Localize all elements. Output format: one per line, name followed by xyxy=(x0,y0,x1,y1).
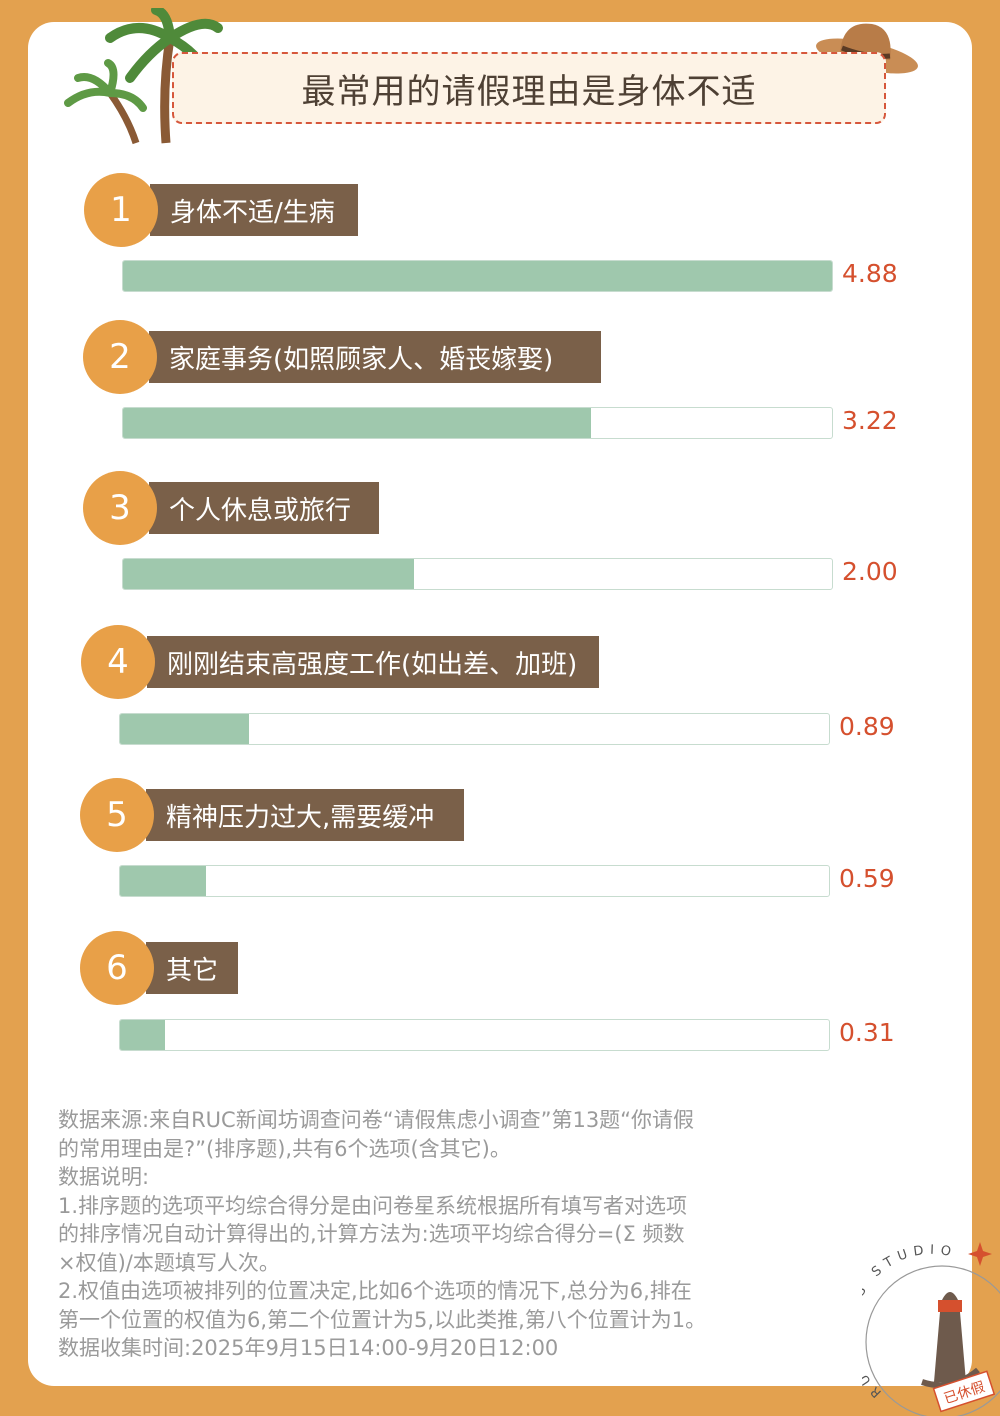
note-line: 数据来源:来自RUC新闻坊调查问卷“请假焦虑小调查”第13题“你请假 xyxy=(58,1108,695,1132)
palm-tree-icon xyxy=(64,8,223,145)
bar-fill xyxy=(120,714,250,744)
value-label: 0.89 xyxy=(839,712,895,741)
value-label: 3.22 xyxy=(842,406,898,435)
rank-badge: 3 xyxy=(83,471,157,545)
note-line: 第一个位置的权值为6,第二个位置计为5,以此类推,第八个位置计为1。 xyxy=(58,1307,707,1332)
bar-track xyxy=(122,407,833,439)
bar-fill xyxy=(120,1020,166,1050)
value-label: 0.31 xyxy=(839,1018,895,1047)
bar-fill xyxy=(123,408,591,438)
rank-badge: 4 xyxy=(81,625,155,699)
note-line: ×权值)/本题填写人次。 xyxy=(58,1250,280,1275)
note-line: 1.排序题的选项平均综合得分是由问卷星系统根据所有填写者对选项 xyxy=(58,1193,688,1218)
category-label: 精神压力过大,需要缓冲 xyxy=(146,789,464,841)
rank-badge: 6 xyxy=(80,931,154,1005)
note-line: 的排序情况自动计算得出的,计算方法为:选项平均综合得分=(Σ 频数 xyxy=(58,1222,685,1246)
card xyxy=(28,22,972,1386)
rank-badge: 2 xyxy=(83,320,157,394)
bar-track xyxy=(119,713,830,745)
rank-badge: 5 xyxy=(80,778,154,852)
ruc-news-studio-logo: RUC NEWS STUDIO 已休假 xyxy=(862,1242,1000,1416)
value-label: 4.88 xyxy=(842,259,898,288)
note-line: 数据收集时间:2025年9月15日14:00-9月20日12:00 xyxy=(58,1336,559,1360)
note-line: 的常用理由是?”(排序题),共有6个选项(含其它)。 xyxy=(58,1136,511,1161)
note-line: 数据说明: xyxy=(58,1165,150,1189)
bar-track xyxy=(122,260,833,292)
value-label: 2.00 xyxy=(842,557,898,586)
note-line: 2.权值由选项被排列的位置决定,比如6个选项的情况下,总分为6,排在 xyxy=(58,1279,692,1303)
category-label: 个人休息或旅行 xyxy=(149,482,379,534)
bar-fill xyxy=(123,261,832,291)
bar-track xyxy=(119,1019,830,1051)
value-label: 0.59 xyxy=(839,864,895,893)
category-label: 身体不适/生病 xyxy=(150,184,358,236)
data-notes: 数据来源:来自RUC新闻坊调查问卷“请假焦虑小调查”第13题“你请假 的常用理由… xyxy=(58,1106,798,1363)
bar-fill xyxy=(123,559,414,589)
rank-badge: 1 xyxy=(84,173,158,247)
bar-track xyxy=(122,558,833,590)
category-label: 其它 xyxy=(146,942,238,994)
category-label: 刚刚结束高强度工作(如出差、加班) xyxy=(147,636,599,688)
category-label: 家庭事务(如照顾家人、婚丧嫁娶) xyxy=(149,331,601,383)
bar-fill xyxy=(120,866,206,896)
bar-track xyxy=(119,865,830,897)
page-title: 最常用的请假理由是身体不适 xyxy=(172,52,886,124)
